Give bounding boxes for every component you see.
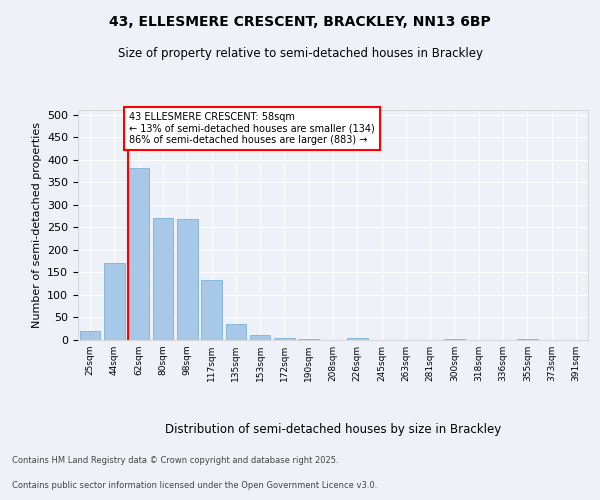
Bar — [250, 336, 271, 340]
Text: Size of property relative to semi-detached houses in Brackley: Size of property relative to semi-detach… — [118, 48, 482, 60]
Text: Contains HM Land Registry data © Crown copyright and database right 2025.: Contains HM Land Registry data © Crown c… — [12, 456, 338, 465]
Bar — [104, 264, 125, 340]
Bar — [444, 338, 465, 340]
Bar — [517, 338, 538, 340]
Text: 43 ELLESMERE CRESCENT: 58sqm
← 13% of semi-detached houses are smaller (134)
86%: 43 ELLESMERE CRESCENT: 58sqm ← 13% of se… — [129, 112, 375, 146]
Bar — [177, 219, 197, 340]
Bar — [201, 280, 222, 340]
Bar — [226, 324, 246, 340]
Bar — [128, 168, 149, 340]
Bar — [80, 331, 100, 340]
Bar — [274, 338, 295, 340]
Y-axis label: Number of semi-detached properties: Number of semi-detached properties — [32, 122, 41, 328]
Text: Distribution of semi-detached houses by size in Brackley: Distribution of semi-detached houses by … — [165, 422, 501, 436]
Text: Contains public sector information licensed under the Open Government Licence v3: Contains public sector information licen… — [12, 481, 377, 490]
Bar — [347, 338, 368, 340]
Text: 43, ELLESMERE CRESCENT, BRACKLEY, NN13 6BP: 43, ELLESMERE CRESCENT, BRACKLEY, NN13 6… — [109, 15, 491, 29]
Bar — [298, 338, 319, 340]
Bar — [152, 218, 173, 340]
